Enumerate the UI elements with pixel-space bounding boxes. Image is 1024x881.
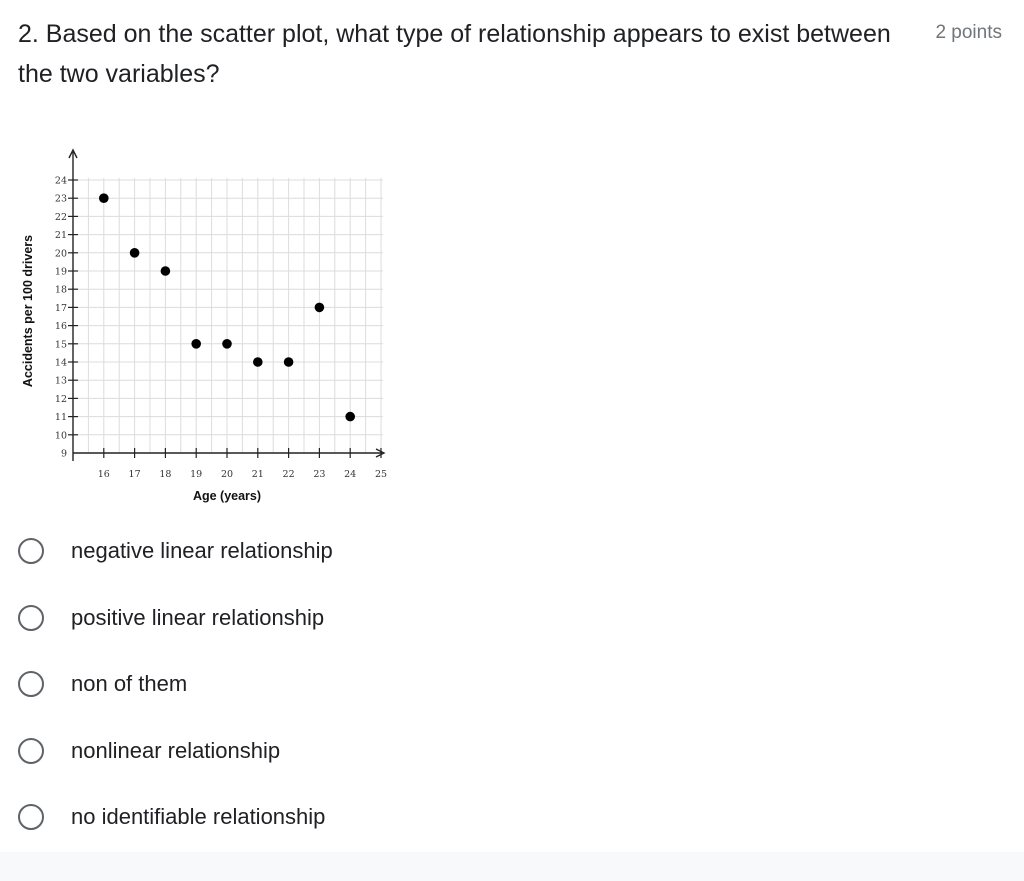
y-tick-label: 14: [55, 358, 67, 369]
x-tick-label: 17: [129, 469, 141, 480]
x-tick-label: 20: [221, 469, 233, 480]
y-tick-label: 17: [55, 303, 67, 314]
y-tick-label: 20: [55, 248, 67, 259]
radio-button[interactable]: [18, 538, 44, 564]
question-title: 2. Based on the scatter plot, what type …: [18, 20, 891, 88]
data-point: [283, 357, 294, 367]
answer-option[interactable]: negative linear relationship: [18, 530, 718, 572]
x-tick-labels: 16 17 18 19 20 21 22 23 24 25: [98, 469, 387, 480]
radio-button[interactable]: [18, 804, 44, 830]
data-point: [345, 411, 356, 422]
y-tick-label: 15: [55, 339, 67, 350]
answer-option[interactable]: nonlinear relationship: [18, 730, 718, 772]
data-point: [314, 302, 325, 313]
y-tick-label: 24: [55, 176, 67, 187]
option-label: positive linear relationship: [71, 604, 325, 630]
x-tick-label: 19: [190, 469, 202, 480]
y-tick-labels: 9 10 11 12 13 14 15 16 17 18 19 20 21 22 23 24: [55, 176, 67, 460]
y-tick-label: 23: [55, 194, 67, 205]
option-label: no identifiable relationship: [71, 804, 326, 829]
y-tick-label: 11: [55, 412, 67, 423]
page-footer-strip: [0, 852, 1024, 881]
y-tick-label: 19: [55, 267, 67, 278]
answer-option[interactable]: non of them: [18, 663, 718, 705]
plot-axes: [68, 148, 386, 461]
option-label: negative linear relationship: [71, 538, 333, 563]
points-label: 2 points: [935, 22, 1002, 43]
answer-options: negative linear relationship positive lin…: [18, 530, 718, 863]
data-point: [160, 266, 171, 276]
y-tick-label: 13: [55, 376, 67, 387]
question-card: 2. Based on the scatter plot, what type …: [18, 20, 1002, 830]
y-tick-label: 9: [61, 449, 67, 460]
x-axis-arrow: [375, 448, 386, 458]
answer-option[interactable]: positive linear relationship: [18, 597, 718, 639]
x-tick-label: 18: [159, 469, 171, 480]
x-axis-label: Age (years): [193, 489, 261, 503]
radio-button[interactable]: [18, 737, 44, 764]
y-tick-label: 22: [55, 212, 67, 223]
option-label: nonlinear relationship: [71, 737, 281, 763]
radio-button[interactable]: [18, 671, 44, 697]
data-point: [253, 357, 263, 367]
scatter-plot: 9 10 11 12 13 14 15 16 17 18 19 20 21 22 23 24 16 17 18 19…: [21, 148, 387, 503]
y-tick-label: 21: [55, 230, 67, 241]
data-point: [129, 248, 140, 258]
data-point: [222, 339, 232, 349]
radio-button[interactable]: [18, 604, 44, 631]
y-tick-label: 12: [55, 394, 67, 405]
y-axis-arrow: [68, 148, 78, 159]
answer-option[interactable]: no identifiable relationship: [18, 796, 718, 838]
x-tick-label: 23: [313, 469, 325, 480]
x-tick-label: 24: [344, 469, 356, 480]
x-tick-label: 16: [98, 469, 110, 480]
data-points: [99, 193, 356, 422]
data-point: [191, 339, 201, 349]
y-axis-label: Accidents per 100 drivers: [21, 235, 35, 387]
x-tick-label: 25: [375, 469, 387, 480]
x-tick-label: 22: [283, 469, 295, 480]
y-tick-label: 16: [55, 321, 67, 332]
plot-grid: [72, 178, 383, 454]
x-tick-label: 21: [252, 469, 264, 480]
y-tick-label: 18: [55, 285, 67, 296]
option-label: non of them: [71, 671, 188, 696]
data-point: [99, 193, 109, 203]
y-tick-label: 10: [55, 430, 67, 441]
